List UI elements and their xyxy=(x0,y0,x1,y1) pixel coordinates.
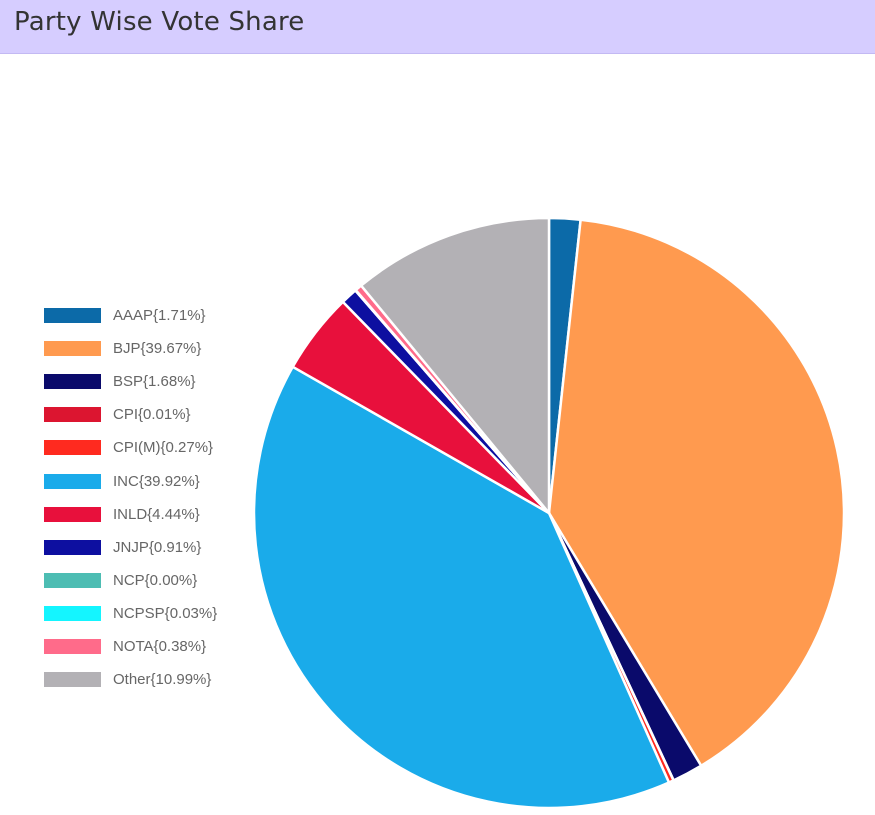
pie-slice-inc[interactable] xyxy=(252,365,671,810)
legend-label: JNJP{0.91%} xyxy=(113,538,202,556)
legend-swatch xyxy=(44,539,101,555)
legend-item-cpi-m[interactable]: CPI(M){0.27%} xyxy=(44,431,217,464)
legend-item-jnjp[interactable]: JNJP{0.91%} xyxy=(44,531,217,564)
legend-swatch xyxy=(44,572,101,588)
legend-swatch xyxy=(44,407,101,423)
legend-swatch xyxy=(44,473,101,489)
legend-label: CPI{0.01%} xyxy=(113,406,191,424)
legend-label: Other{10.99%} xyxy=(113,671,212,689)
page-title: Party Wise Vote Share xyxy=(14,7,305,37)
legend-label: CPI(M){0.27%} xyxy=(113,439,214,457)
legend-label: INLD{4.44%} xyxy=(113,505,200,523)
pie-slice-bjp[interactable] xyxy=(547,218,846,767)
page-header: Party Wise Vote Share xyxy=(0,0,875,54)
legend-item-bjp[interactable]: BJP{39.67%} xyxy=(44,332,217,365)
legend-label: INC{39.92%} xyxy=(113,472,200,490)
legend-item-inc[interactable]: INC{39.92%} xyxy=(44,464,217,497)
legend-swatch xyxy=(44,341,101,357)
legend-item-other[interactable]: Other{10.99%} xyxy=(44,663,217,696)
legend-label: NCPSP{0.03%} xyxy=(113,604,218,622)
legend-swatch xyxy=(44,506,101,522)
pie-chart-svg xyxy=(252,216,846,810)
legend-swatch xyxy=(44,638,101,654)
legend-label: BSP{1.68%} xyxy=(113,373,196,391)
pie-slice-other[interactable] xyxy=(359,216,551,515)
legend-swatch xyxy=(44,440,101,456)
legend-item-ncp[interactable]: NCP{0.00%} xyxy=(44,564,217,597)
pie-chart: AAAP{1.71%} BJP{39.67%} BSP{1.68%} CPI{0.01… xyxy=(0,55,875,815)
legend-label: BJP{39.67%} xyxy=(113,340,202,358)
legend-label: NOTA{0.38%} xyxy=(113,637,207,655)
legend-item-ncpsp[interactable]: NCPSP{0.03%} xyxy=(44,597,217,630)
legend-label: NCP{0.00%} xyxy=(113,571,198,589)
legend-item-bsp[interactable]: BSP{1.68%} xyxy=(44,365,217,398)
legend-swatch xyxy=(44,374,101,390)
chart-legend: AAAP{1.71%} BJP{39.67%} BSP{1.68%} CPI{0.01… xyxy=(44,299,217,696)
legend-item-aaap[interactable]: AAAP{1.71%} xyxy=(44,299,217,332)
legend-item-nota[interactable]: NOTA{0.38%} xyxy=(44,630,217,663)
legend-swatch xyxy=(44,605,101,621)
legend-label: AAAP{1.71%} xyxy=(113,307,206,325)
legend-swatch xyxy=(44,672,101,688)
legend-swatch xyxy=(44,308,101,324)
legend-item-inld[interactable]: INLD{4.44%} xyxy=(44,498,217,531)
legend-item-cpi[interactable]: CPI{0.01%} xyxy=(44,398,217,431)
